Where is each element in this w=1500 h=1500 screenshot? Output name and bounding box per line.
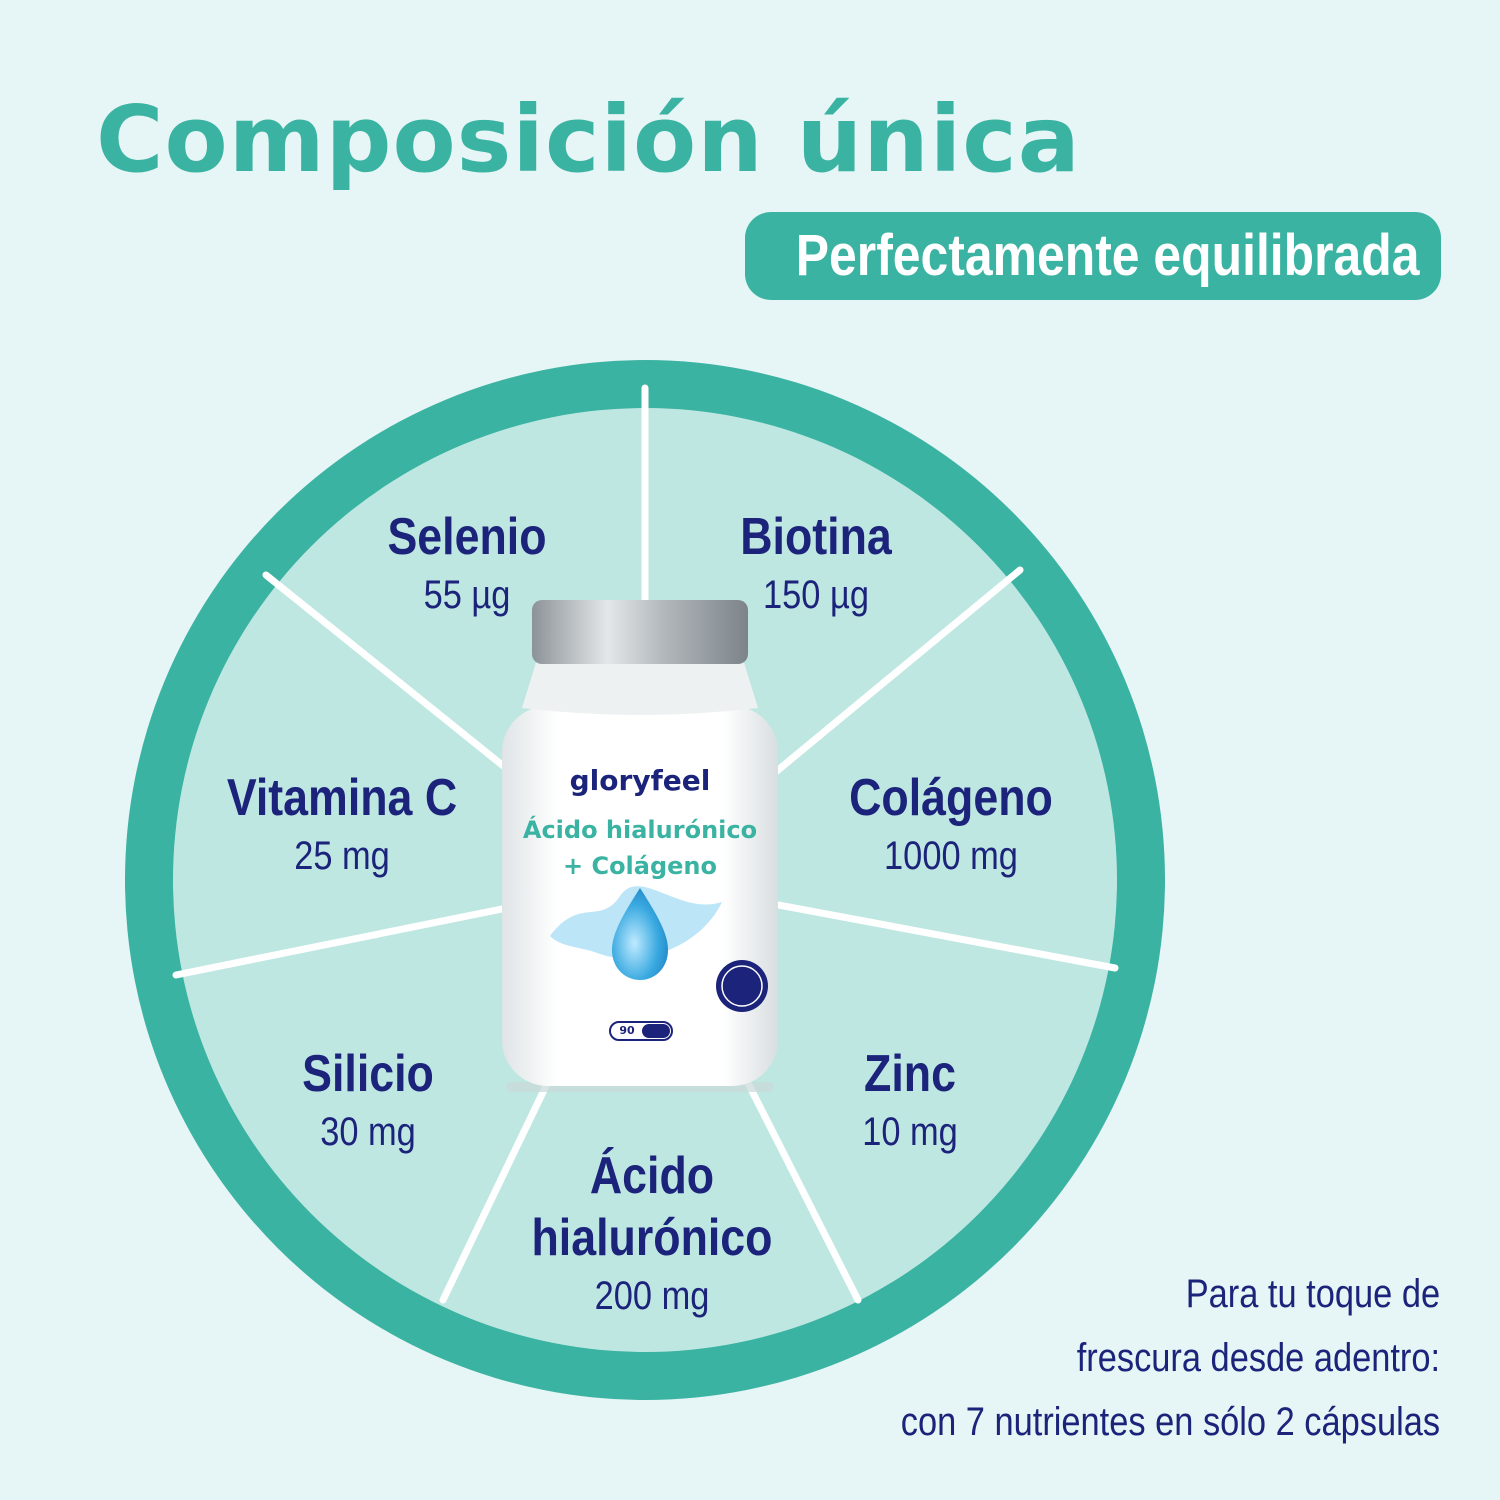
segment-amount: 1000 mg xyxy=(884,834,1018,878)
segment-amount: 55 µg xyxy=(423,573,511,617)
segment-name: Biotina xyxy=(740,508,892,566)
product-line-1: Ácido hialurónico xyxy=(522,816,758,844)
segment-amount: 200 mg xyxy=(594,1274,710,1318)
segment-selenio: Selenio 55 µg xyxy=(375,506,560,622)
tagline-badge: Perfectamente equilibrada xyxy=(745,212,1441,300)
note-line-2: frescura desde adentro: xyxy=(1076,1336,1440,1380)
jar-neck xyxy=(522,656,758,715)
page-title: Composición única xyxy=(96,86,1081,193)
segment-colageno: Colágeno 1000 mg xyxy=(833,767,1070,883)
water-drop-icon xyxy=(612,888,668,980)
segment-amount: 150 µg xyxy=(763,573,869,617)
segment-acido-hialuronico: Ácido hialurónico 200 mg xyxy=(512,1145,792,1323)
segment-amount: 25 mg xyxy=(294,834,390,878)
segment-name: Zinc xyxy=(864,1045,956,1103)
jar-illustration xyxy=(502,600,778,1092)
product-brand: gloryfeel xyxy=(569,764,711,797)
segment-silicio: Silicio 30 mg xyxy=(291,1043,444,1159)
jar-lid xyxy=(532,600,748,664)
segment-amount: 10 mg xyxy=(862,1110,958,1154)
segment-name: Selenio xyxy=(387,508,547,566)
product-jar: gloryfeel Ácido hialurónico + Colágeno 9… xyxy=(490,596,790,1096)
segment-biotina: Biotina 150 µg xyxy=(728,506,904,622)
quality-seal-icon xyxy=(716,960,768,1012)
product-line-2: + Colágeno xyxy=(562,852,718,880)
segment-vitamina-c: Vitamina C 25 mg xyxy=(208,767,476,883)
segment-amount: 30 mg xyxy=(320,1110,416,1154)
tagline-text: Perfectamente equilibrada xyxy=(795,223,1420,288)
note-line-3: con 7 nutrientes en sólo 2 cápsulas xyxy=(900,1400,1440,1444)
closing-note: Para tu toque de frescura desde adentro:… xyxy=(813,1262,1440,1454)
capsule-icon xyxy=(642,1024,670,1038)
note-line-1: Para tu toque de xyxy=(1185,1272,1440,1316)
segment-name: hialurónico xyxy=(531,1209,773,1267)
segment-zinc: Zinc 10 mg xyxy=(854,1043,965,1159)
segment-name: Ácido xyxy=(589,1147,715,1205)
capsule-count: 90 xyxy=(619,1024,635,1037)
segment-name: Vitamina C xyxy=(226,769,458,827)
segment-name: Colágeno xyxy=(849,769,1053,827)
segment-name: Silicio xyxy=(302,1045,434,1103)
